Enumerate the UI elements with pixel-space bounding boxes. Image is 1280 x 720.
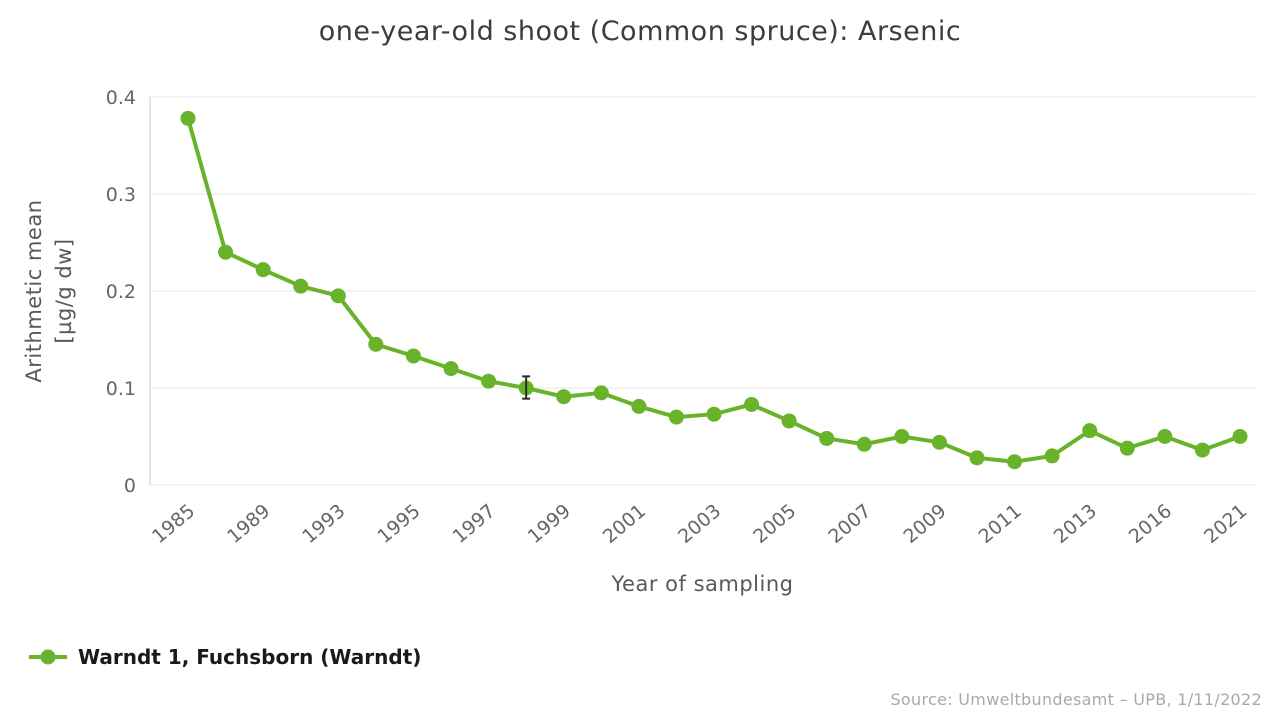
data-point[interactable] bbox=[706, 406, 722, 422]
data-point[interactable] bbox=[180, 110, 196, 126]
x-tick-label: 2007 bbox=[824, 500, 875, 548]
data-point[interactable] bbox=[330, 288, 346, 304]
x-tick-label: 2011 bbox=[975, 500, 1026, 548]
x-tick-label: 2003 bbox=[674, 500, 725, 548]
x-tick-label: 2001 bbox=[599, 500, 650, 548]
data-point[interactable] bbox=[556, 389, 572, 405]
y-axis-label: Arithmetic mean [µg/g dw] bbox=[19, 141, 95, 441]
data-point[interactable] bbox=[405, 348, 421, 364]
source-attribution: Source: Umweltbundesamt – UPB, 1/11/2022 bbox=[890, 690, 1262, 709]
data-point[interactable] bbox=[481, 373, 497, 389]
data-point[interactable] bbox=[1044, 448, 1060, 464]
y-axis-label-line2: [µg/g dw] bbox=[52, 238, 77, 344]
data-point[interactable] bbox=[1119, 440, 1135, 456]
y-tick-label: 0.2 bbox=[106, 281, 136, 303]
y-tick-label: 0.1 bbox=[106, 378, 136, 400]
data-point[interactable] bbox=[255, 262, 271, 278]
y-tick-label: 0.3 bbox=[106, 184, 136, 206]
data-point[interactable] bbox=[856, 436, 872, 452]
data-point[interactable] bbox=[1007, 454, 1023, 470]
legend-series-label: Warndt 1, Fuchsborn (Warndt) bbox=[78, 645, 422, 669]
y-axis-label-line1: Arithmetic mean bbox=[22, 199, 46, 383]
x-tick-label: 1989 bbox=[223, 500, 274, 548]
x-tick-label: 1993 bbox=[298, 500, 349, 548]
data-point[interactable] bbox=[218, 244, 234, 260]
data-point[interactable] bbox=[781, 413, 797, 429]
line-chart-plot-area: 0 0.1 0.2 0.3 0.4 1985 1989 1993 1995 1997 1999 200… bbox=[106, 87, 1255, 548]
chart-title: one-year-old shoot (Common spruce): Arse… bbox=[318, 16, 962, 47]
data-point[interactable] bbox=[819, 430, 835, 446]
data-point[interactable] bbox=[668, 409, 684, 425]
data-point[interactable] bbox=[293, 278, 309, 294]
x-tick-label: 2013 bbox=[1050, 500, 1101, 548]
x-tick-label: 2016 bbox=[1125, 500, 1176, 548]
data-point[interactable] bbox=[631, 398, 647, 414]
data-point[interactable] bbox=[1157, 429, 1173, 444]
x-tick-label: 1985 bbox=[148, 500, 199, 548]
x-axis-label: Year of sampling bbox=[611, 572, 794, 596]
data-point[interactable] bbox=[969, 450, 985, 466]
data-point[interactable] bbox=[443, 361, 459, 377]
x-tick-label: 2005 bbox=[749, 500, 800, 548]
data-point[interactable] bbox=[894, 429, 910, 444]
data-point[interactable] bbox=[593, 385, 609, 401]
x-tick-label: 1999 bbox=[524, 500, 575, 548]
x-tick-label: 2009 bbox=[899, 500, 950, 548]
legend-item[interactable]: Warndt 1, Fuchsborn (Warndt) bbox=[28, 645, 421, 669]
data-point[interactable] bbox=[931, 434, 947, 450]
data-point[interactable] bbox=[1232, 429, 1248, 444]
data-point[interactable] bbox=[368, 336, 384, 352]
legend-series-marker-icon bbox=[29, 649, 67, 665]
data-point[interactable] bbox=[1082, 423, 1098, 439]
x-tick-label: 1995 bbox=[373, 500, 424, 548]
x-tick-label: 2021 bbox=[1200, 500, 1251, 548]
y-tick-label: 0.4 bbox=[106, 87, 136, 109]
data-point[interactable] bbox=[1194, 442, 1210, 458]
data-point[interactable] bbox=[744, 396, 760, 412]
x-tick-label: 1997 bbox=[449, 500, 500, 548]
y-tick-label: 0 bbox=[124, 475, 136, 497]
